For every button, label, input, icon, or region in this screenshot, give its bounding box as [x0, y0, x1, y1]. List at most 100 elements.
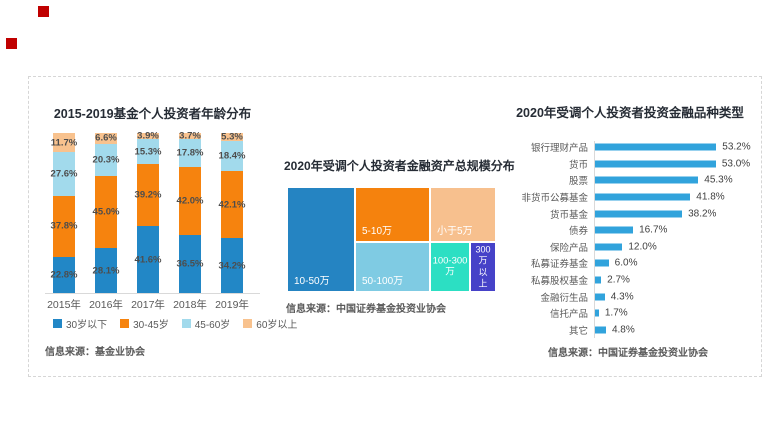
segment-value-label: 45.0%: [92, 206, 120, 218]
product-bar: [595, 276, 602, 284]
product-category-label: 货币基金: [549, 209, 588, 221]
product-category-label: 其它: [568, 325, 588, 337]
segment-value-label: 39.2%: [134, 189, 162, 201]
product-category-label: 金融衍生品: [540, 292, 588, 304]
legend-item: 45-60岁: [181, 316, 231, 331]
product-bar-row-保险产品: 保险产品 12.0%: [505, 239, 779, 256]
product-category-label: 股票: [568, 176, 588, 188]
product-bar: [595, 176, 699, 184]
segment-value-label: 20.3%: [92, 154, 120, 166]
bar-segment: 28.1%: [92, 248, 120, 293]
segment-value-label: 17.8%: [176, 147, 204, 159]
bar-segment: 17.8%: [176, 138, 204, 168]
product-bar: [595, 143, 717, 151]
treemap-block-label: 小于5万: [437, 226, 473, 237]
stacked-bar-2017年: 41.6% 39.2% 15.3% 3.9%: [134, 131, 162, 293]
bar-segment: 41.6%: [134, 226, 162, 293]
segment-value-label: 6.6%: [95, 132, 117, 144]
product-category-label: 非货币公募基金: [521, 193, 588, 205]
product-bar: [595, 193, 691, 201]
bar-segment: 3.9%: [137, 131, 159, 142]
age-stacked-bar-plot: 22.8% 37.8% 27.6% 11.7% 28.1% 45.0% 20.3% 6.6% 4…: [50, 130, 246, 293]
legend-swatch: [120, 319, 130, 328]
product-category-label: 银行理财产品: [530, 143, 588, 155]
treemap-block-10-50万: 10-50万: [288, 188, 354, 291]
legend-item: 30-45岁: [120, 316, 169, 331]
bar-segment: 45.0%: [92, 176, 120, 249]
product-bar-row-货币基金: 货币基金 38.2%: [505, 205, 779, 222]
product-value-label: 6.0%: [614, 257, 638, 269]
treemap-block-50-100万: 50-100万: [356, 243, 429, 291]
product-value-label: 53.0%: [721, 158, 751, 170]
stacked-bar-2016年: 28.1% 45.0% 20.3% 6.6%: [92, 133, 120, 293]
product-value-label: 4.3%: [610, 291, 634, 303]
product-category-label: 保险产品: [549, 242, 588, 254]
product-bar-row-金融衍生品: 金融衍生品 4.3%: [505, 288, 779, 305]
product-bar-row-银行理财产品: 银行理财产品 53.2%: [505, 139, 779, 156]
bar-segment: 42.1%: [219, 170, 245, 239]
decor-red-square-top: [38, 6, 49, 17]
bar-segment: 3.7%: [179, 130, 201, 142]
legend-label: 30-45岁: [133, 320, 169, 331]
bar-segment: 20.3%: [92, 143, 120, 177]
product-bar: [595, 293, 605, 301]
bar-segment: 39.2%: [134, 163, 162, 227]
product-category-label: 货币: [568, 159, 588, 171]
bar-segment: 15.3%: [135, 139, 161, 164]
product-bar-row-私募证券基金: 私募证券基金 6.0%: [505, 255, 779, 272]
product-bar: [595, 226, 634, 234]
segment-value-label: 42.0%: [176, 195, 204, 207]
bar-segment: 11.7%: [50, 133, 78, 152]
bar-segment: 5.3%: [221, 131, 243, 143]
treemap-block-label: 5-10万: [362, 226, 393, 237]
bar-segment: 18.4%: [218, 141, 246, 171]
product-bar: [595, 160, 716, 168]
segment-value-label: 18.4%: [218, 150, 246, 162]
legend-label: 45-60岁: [194, 320, 231, 331]
segment-value-label: 28.1%: [92, 265, 120, 277]
age-chart-year-labels: 2015年 2016年 2017年 2018年 2019年: [47, 297, 249, 311]
bar-segment: 6.6%: [95, 133, 117, 144]
year-label: 2017年: [131, 299, 165, 311]
stacked-bar-2018年: 36.5% 42.0% 17.8% 3.7%: [176, 130, 204, 293]
product-value-label: 41.8%: [696, 191, 725, 203]
product-bar-row-股票: 股票 45.3%: [505, 172, 779, 189]
asset-treemap-source: 信息来源：中国证券基金投资业协会: [286, 304, 446, 315]
segment-value-label: 11.7%: [50, 137, 78, 149]
segment-value-label: 36.5%: [176, 258, 204, 270]
stacked-bar-2015年: 22.8% 37.8% 27.6% 11.7%: [50, 133, 78, 293]
legend-swatch: [243, 319, 253, 328]
product-value-label: 16.7%: [639, 224, 668, 236]
product-value-label: 53.2%: [722, 141, 751, 153]
age-chart-title: 2015-2019基金个人投资者年龄分布: [53, 107, 252, 121]
product-bar-row-非货币公募基金: 非货币公募基金 41.8%: [505, 189, 779, 206]
segment-value-label: 3.7%: [179, 130, 201, 142]
year-label: 2016年: [89, 299, 123, 311]
stacked-bar-2019年: 34.2% 42.1% 18.4% 5.3%: [218, 131, 246, 293]
product-bar-plot: 银行理财产品 53.2% 货币 53.0% 股票 45.3% 非货币公募基金 41.8% 货币基…: [505, 139, 779, 338]
legend-item: 30岁以下: [53, 316, 107, 331]
product-category-label: 信托产品: [549, 309, 588, 321]
bar-segment: 37.8%: [50, 196, 78, 257]
product-bar-row-私募股权基金: 私募股权基金 2.7%: [505, 272, 779, 289]
product-bar-row-信托产品: 信托产品 1.7%: [505, 305, 779, 322]
product-bar: [595, 243, 623, 251]
product-bar-row-货币: 货币 53.0%: [505, 156, 779, 173]
segment-value-label: 5.3%: [221, 131, 243, 143]
treemap-block-100-300万: 100-300 万: [431, 243, 469, 291]
product-category-label: 债券: [568, 226, 588, 238]
product-category-label: 私募股权基金: [530, 276, 588, 288]
product-bar: [595, 309, 599, 317]
product-chart-source: 信息来源：中国证券基金投资业协会: [548, 348, 708, 359]
segment-value-label: 41.6%: [134, 254, 162, 266]
legend-item: 60岁以上: [243, 316, 297, 331]
treemap-block-label: 50-100万: [362, 276, 404, 287]
segment-value-label: 22.8%: [50, 269, 78, 281]
segment-value-label: 37.8%: [50, 220, 78, 232]
product-bar-row-债券: 债券 16.7%: [505, 222, 779, 239]
product-bar: [595, 259, 609, 267]
bar-segment: 36.5%: [176, 234, 204, 293]
legend-label: 60岁以上: [256, 320, 298, 331]
decor-red-square-left: [6, 38, 17, 49]
